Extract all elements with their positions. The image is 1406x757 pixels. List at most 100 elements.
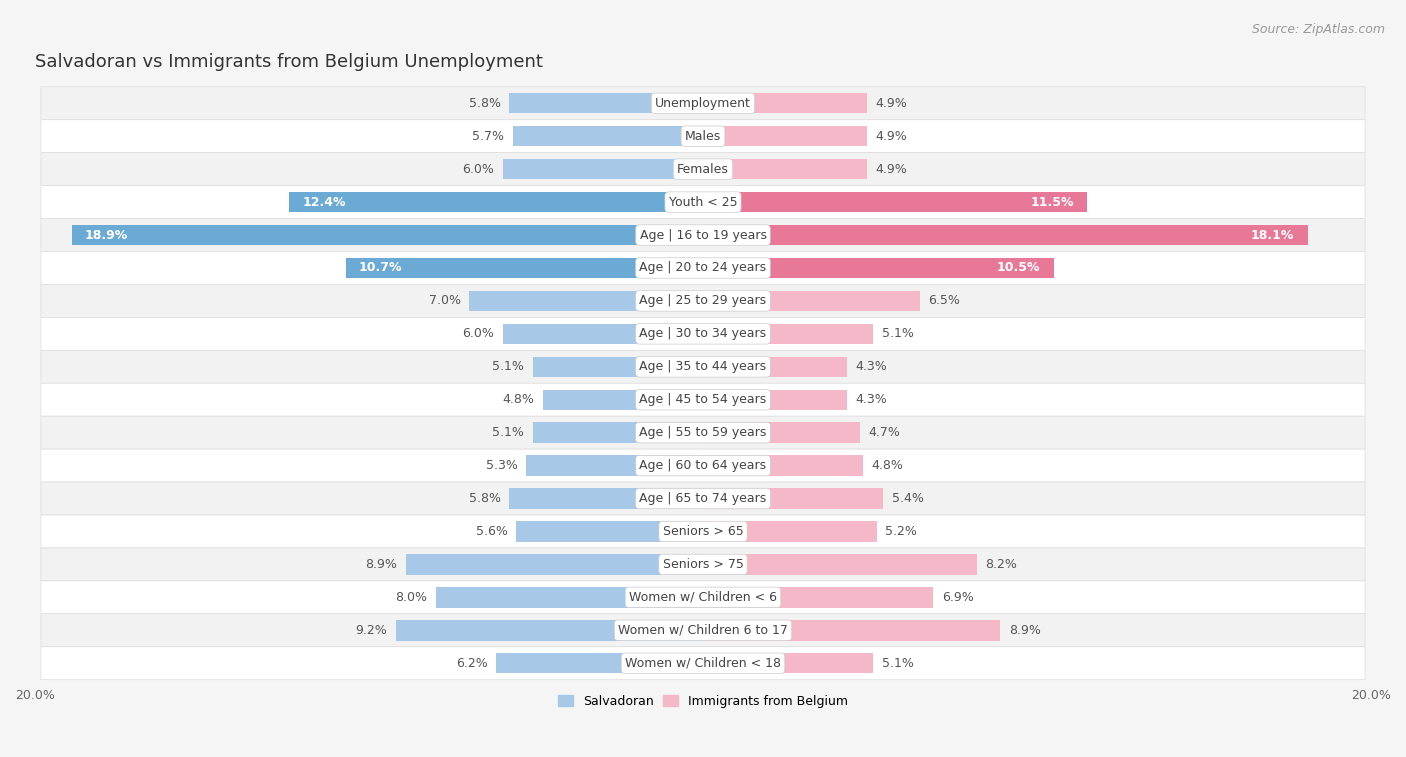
- Text: 4.3%: 4.3%: [855, 393, 887, 407]
- Text: 6.0%: 6.0%: [463, 163, 495, 176]
- Text: 4.9%: 4.9%: [875, 163, 907, 176]
- Bar: [703, 159, 866, 179]
- Text: 7.0%: 7.0%: [429, 294, 461, 307]
- Text: 5.1%: 5.1%: [492, 360, 524, 373]
- FancyBboxPatch shape: [41, 581, 1365, 614]
- Text: 18.9%: 18.9%: [84, 229, 128, 241]
- Text: 4.3%: 4.3%: [855, 360, 887, 373]
- Text: Females: Females: [678, 163, 728, 176]
- Text: 4.9%: 4.9%: [875, 97, 907, 110]
- Text: 11.5%: 11.5%: [1031, 195, 1074, 209]
- Text: 4.9%: 4.9%: [875, 129, 907, 143]
- FancyBboxPatch shape: [41, 350, 1365, 383]
- Text: 5.1%: 5.1%: [882, 327, 914, 341]
- Legend: Salvadoran, Immigrants from Belgium: Salvadoran, Immigrants from Belgium: [553, 690, 853, 712]
- Bar: [496, 653, 703, 674]
- Bar: [703, 456, 863, 476]
- Text: 8.0%: 8.0%: [395, 591, 427, 604]
- FancyBboxPatch shape: [41, 383, 1365, 416]
- Bar: [703, 324, 873, 344]
- Text: Youth < 25: Youth < 25: [669, 195, 737, 209]
- Text: 10.7%: 10.7%: [359, 261, 402, 275]
- Bar: [346, 258, 703, 278]
- Text: 4.7%: 4.7%: [869, 426, 900, 439]
- Text: Age | 20 to 24 years: Age | 20 to 24 years: [640, 261, 766, 275]
- Text: 5.1%: 5.1%: [492, 426, 524, 439]
- Text: 5.6%: 5.6%: [475, 525, 508, 538]
- Bar: [526, 456, 703, 476]
- Text: Seniors > 75: Seniors > 75: [662, 558, 744, 571]
- Bar: [395, 620, 703, 640]
- Text: Women w/ Children 6 to 17: Women w/ Children 6 to 17: [619, 624, 787, 637]
- Bar: [703, 653, 873, 674]
- Text: Age | 55 to 59 years: Age | 55 to 59 years: [640, 426, 766, 439]
- Bar: [703, 522, 877, 542]
- FancyBboxPatch shape: [41, 120, 1365, 153]
- Bar: [703, 126, 866, 146]
- FancyBboxPatch shape: [41, 449, 1365, 482]
- Bar: [703, 291, 920, 311]
- Bar: [470, 291, 703, 311]
- Text: Age | 35 to 44 years: Age | 35 to 44 years: [640, 360, 766, 373]
- Bar: [703, 554, 977, 575]
- Bar: [703, 225, 1308, 245]
- Text: 5.8%: 5.8%: [470, 97, 501, 110]
- Text: 4.8%: 4.8%: [872, 459, 904, 472]
- Bar: [509, 93, 703, 114]
- Text: Age | 25 to 29 years: Age | 25 to 29 years: [640, 294, 766, 307]
- Text: 8.9%: 8.9%: [366, 558, 398, 571]
- FancyBboxPatch shape: [41, 185, 1365, 219]
- Text: 5.3%: 5.3%: [485, 459, 517, 472]
- Bar: [703, 620, 1000, 640]
- Text: Males: Males: [685, 129, 721, 143]
- FancyBboxPatch shape: [41, 87, 1365, 120]
- Bar: [533, 422, 703, 443]
- Text: 6.5%: 6.5%: [928, 294, 960, 307]
- Text: 9.2%: 9.2%: [356, 624, 387, 637]
- FancyBboxPatch shape: [41, 548, 1365, 581]
- Text: 6.0%: 6.0%: [463, 327, 495, 341]
- FancyBboxPatch shape: [41, 251, 1365, 285]
- Bar: [516, 522, 703, 542]
- Text: Source: ZipAtlas.com: Source: ZipAtlas.com: [1251, 23, 1385, 36]
- Text: Women w/ Children < 18: Women w/ Children < 18: [626, 657, 780, 670]
- Bar: [288, 192, 703, 212]
- Text: 5.8%: 5.8%: [470, 492, 501, 505]
- Bar: [703, 587, 934, 608]
- Bar: [72, 225, 703, 245]
- Bar: [533, 357, 703, 377]
- Bar: [703, 488, 883, 509]
- Bar: [703, 192, 1087, 212]
- Bar: [513, 126, 703, 146]
- FancyBboxPatch shape: [41, 646, 1365, 680]
- Text: 8.9%: 8.9%: [1008, 624, 1040, 637]
- FancyBboxPatch shape: [41, 219, 1365, 251]
- Text: 12.4%: 12.4%: [302, 195, 346, 209]
- Text: 10.5%: 10.5%: [997, 261, 1040, 275]
- Bar: [436, 587, 703, 608]
- Text: 18.1%: 18.1%: [1251, 229, 1295, 241]
- Text: 5.1%: 5.1%: [882, 657, 914, 670]
- FancyBboxPatch shape: [41, 317, 1365, 350]
- Text: 5.4%: 5.4%: [891, 492, 924, 505]
- Bar: [502, 159, 703, 179]
- Bar: [703, 93, 866, 114]
- FancyBboxPatch shape: [41, 515, 1365, 548]
- Bar: [406, 554, 703, 575]
- Bar: [703, 258, 1053, 278]
- Text: Age | 30 to 34 years: Age | 30 to 34 years: [640, 327, 766, 341]
- Text: Seniors > 65: Seniors > 65: [662, 525, 744, 538]
- Text: Age | 45 to 54 years: Age | 45 to 54 years: [640, 393, 766, 407]
- Bar: [703, 422, 860, 443]
- Text: Age | 60 to 64 years: Age | 60 to 64 years: [640, 459, 766, 472]
- Text: 6.9%: 6.9%: [942, 591, 973, 604]
- Bar: [703, 390, 846, 410]
- Bar: [703, 357, 846, 377]
- FancyBboxPatch shape: [41, 153, 1365, 185]
- Text: 5.2%: 5.2%: [884, 525, 917, 538]
- Bar: [509, 488, 703, 509]
- Text: Age | 65 to 74 years: Age | 65 to 74 years: [640, 492, 766, 505]
- Text: Women w/ Children < 6: Women w/ Children < 6: [628, 591, 778, 604]
- Bar: [502, 324, 703, 344]
- FancyBboxPatch shape: [41, 482, 1365, 515]
